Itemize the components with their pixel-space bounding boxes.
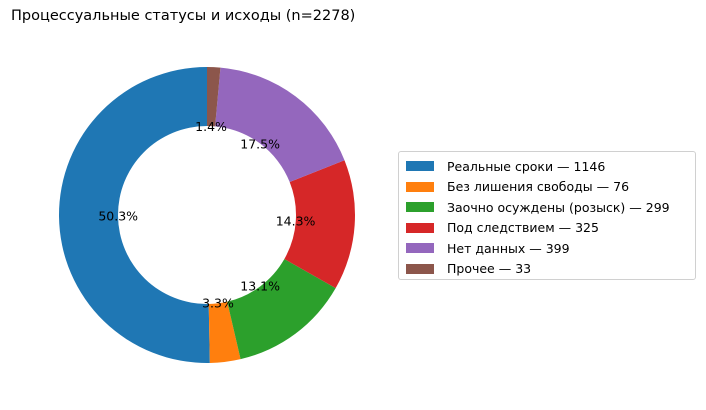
percent-label: 1.4% <box>195 119 227 134</box>
legend-label: Под следствием — 325 <box>447 220 599 236</box>
legend-label: Прочее — 33 <box>447 261 532 277</box>
percent-label: 3.3% <box>202 296 234 311</box>
legend-item: Прочее — 33 <box>406 259 695 280</box>
legend-item: Нет данных — 399 <box>406 238 695 259</box>
legend-swatch <box>406 263 434 274</box>
donut-slice <box>208 301 241 363</box>
legend-item: Реальные сроки — 1146 <box>406 156 695 177</box>
chart-title: Процессуальные статусы и исходы (n=2278) <box>11 8 356 24</box>
legend: Реальные сроки — 1146 Без лишения свобод… <box>398 151 696 280</box>
legend-swatch <box>406 202 434 213</box>
donut-slice <box>227 259 336 360</box>
legend-label: Без лишения свободы — 76 <box>447 179 630 195</box>
legend-label: Реальные сроки — 1146 <box>447 158 606 174</box>
legend-item: Без лишения свободы — 76 <box>406 177 695 198</box>
percent-label: 13.1% <box>240 279 280 294</box>
percent-label: 50.3% <box>98 208 138 223</box>
legend-item: Заочно осуждены (розыск) — 299 <box>406 197 695 218</box>
percent-label: 14.3% <box>276 214 316 229</box>
legend-swatch <box>406 243 434 254</box>
donut-slices <box>58 67 355 363</box>
legend-swatch <box>406 161 434 172</box>
legend-swatch <box>406 181 434 192</box>
percent-labels: 50.3% 3.3% 13.1% 14.3% 17.5% 1.4% <box>98 119 315 311</box>
legend-item: Под следствием — 325 <box>406 218 695 239</box>
legend-label: Нет данных — 399 <box>447 240 570 256</box>
percent-label: 17.5% <box>240 136 280 151</box>
donut-slice <box>284 160 355 289</box>
legend-label: Заочно осуждены (розыск) — 299 <box>447 199 670 215</box>
donut-slice <box>207 67 221 127</box>
legend-swatch <box>406 222 434 233</box>
donut-slice <box>215 67 345 183</box>
donut-slice <box>58 67 210 363</box>
